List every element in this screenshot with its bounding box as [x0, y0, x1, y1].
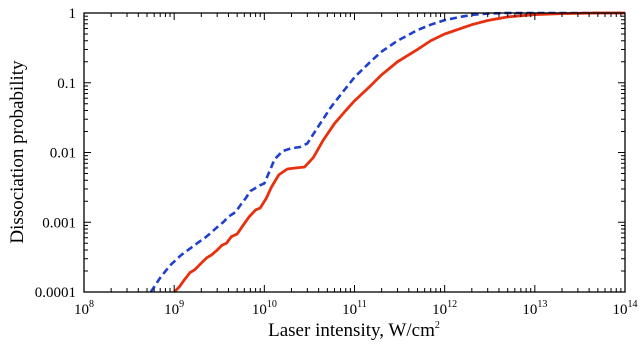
x-axis-title: Laser intensity, W/cm2 [268, 320, 440, 341]
series-layer [149, 11, 625, 293]
ticks-layer [83, 12, 626, 293]
y-tick-label: 0.01 [50, 146, 76, 162]
y-tick-label: 0.001 [42, 215, 76, 231]
series-dashed-line [149, 11, 625, 293]
y-tick-labels: 0.0001 0.001 0.01 0.1 1 [35, 6, 76, 301]
x-tick-label: 1012 [432, 299, 457, 318]
series-solid-line [173, 11, 625, 293]
x-tick-label: 1014 [613, 299, 638, 318]
y-axis-title: Dissociation probability [7, 60, 28, 244]
x-tick-label: 1011 [342, 299, 367, 318]
y-tick-label: 0.0001 [35, 285, 76, 301]
x-tick-label: 109 [164, 299, 184, 318]
plot-frame [83, 12, 626, 293]
x-tick-label: 1010 [252, 299, 277, 318]
y-tick-label: 0.1 [57, 76, 76, 92]
x-tick-labels: 108 109 1010 1011 1012 1013 1014 [74, 299, 638, 318]
x-tick-label: 1013 [522, 299, 547, 318]
x-tick-label: 108 [74, 299, 94, 318]
y-tick-label: 1 [69, 6, 77, 22]
plot-area [83, 11, 626, 293]
